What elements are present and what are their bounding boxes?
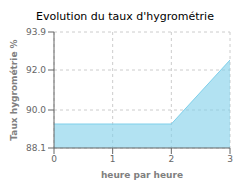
svg-text:93.9: 93.9 — [26, 27, 46, 37]
svg-text:90.0: 90.0 — [26, 105, 46, 115]
svg-text:2: 2 — [168, 154, 174, 164]
html-text:Evolution du taux d'hygrométri: Evolution du taux d'hygrométrie — [36, 10, 214, 23]
svg-text:88.1: 88.1 — [26, 143, 46, 153]
svg-text:0: 0 — [51, 154, 57, 164]
svg-text:92.0: 92.0 — [26, 65, 46, 75]
svg-text:heure par heure: heure par heure — [101, 170, 183, 180]
svg-text:3: 3 — [227, 154, 233, 164]
svg-text:1: 1 — [110, 154, 116, 164]
svg-text:Taux hygrométrie %: Taux hygrométrie % — [9, 39, 19, 140]
